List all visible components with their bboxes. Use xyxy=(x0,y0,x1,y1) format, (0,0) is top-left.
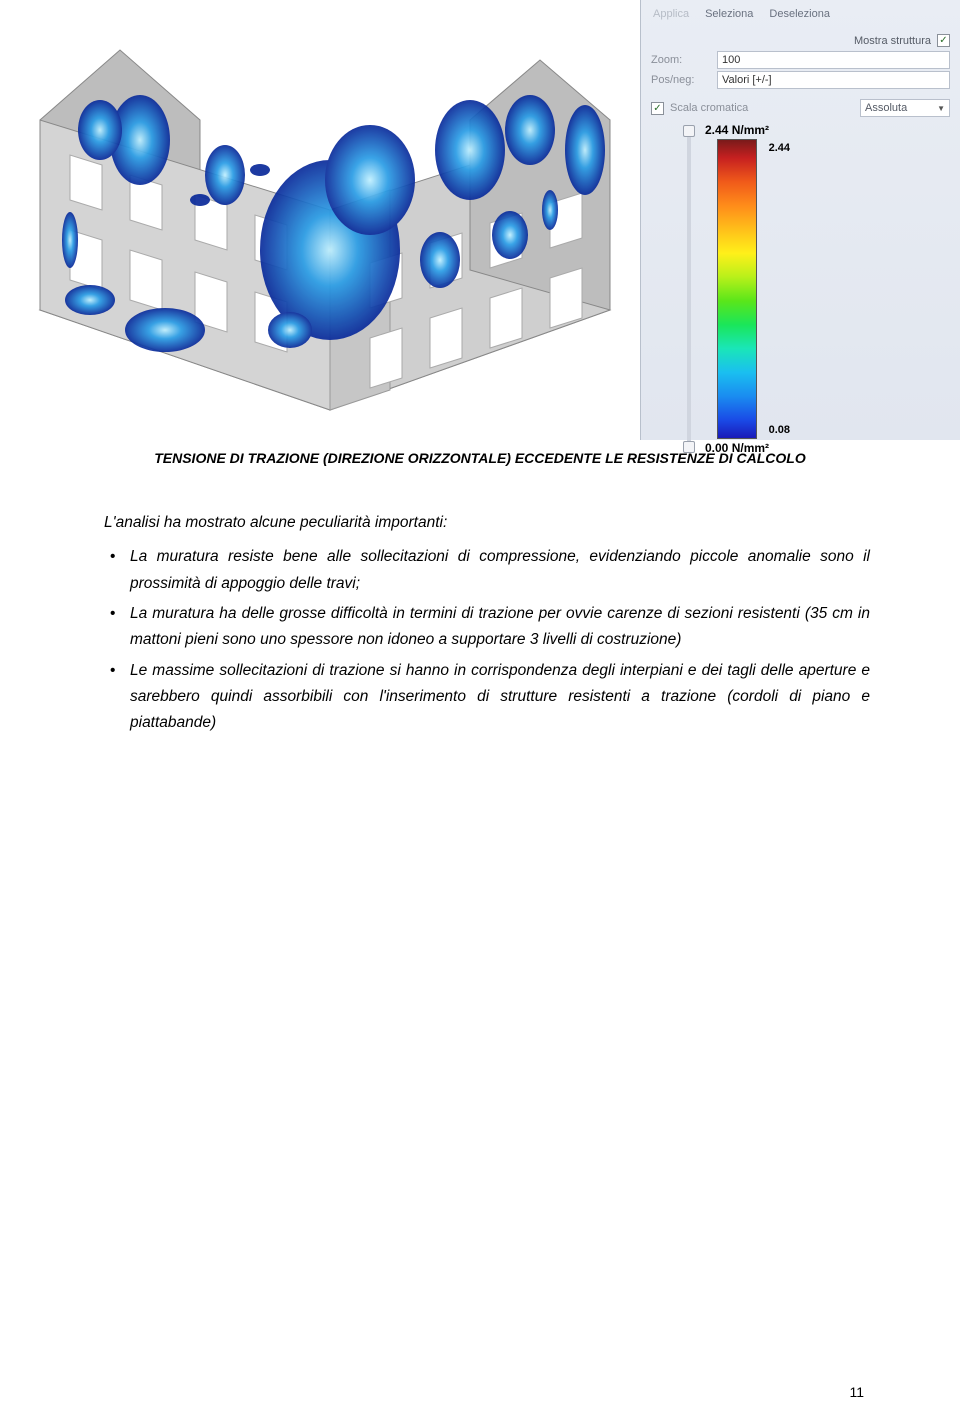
color-scale-area: 2.44 N/mm² 2.44 0.08 0.00 N/mm² xyxy=(651,123,950,455)
colorbar: 2.44 0.08 xyxy=(717,139,757,439)
mostra-struttura-label: Mostra struttura xyxy=(854,35,931,47)
mostra-struttura-checkbox[interactable]: ✓ xyxy=(937,34,950,47)
body-text: L'analisi ha mostrato alcune peculiarità… xyxy=(104,510,870,741)
deseleziona-button[interactable]: Deseleziona xyxy=(769,8,830,20)
slider-thumb-top[interactable] xyxy=(683,125,695,137)
seleziona-button[interactable]: Seleziona xyxy=(705,8,753,20)
top-area: Applica Seleziona Deseleziona Mostra str… xyxy=(0,0,960,440)
scala-checkbox[interactable]: ✓ xyxy=(651,102,664,115)
scale-slider-top[interactable] xyxy=(687,127,691,451)
building-3d-render xyxy=(30,10,620,420)
bullet-item: La muratura ha delle grosse difficoltà i… xyxy=(130,601,870,654)
scala-label: Scala cromatica xyxy=(670,102,860,114)
bullet-item: La muratura resiste bene alle sollecitaz… xyxy=(130,544,870,597)
visualization-viewport[interactable] xyxy=(0,0,638,430)
bullet-item: Le massime sollecitazioni di trazione si… xyxy=(130,658,870,737)
colorbar-bottom-value: 0.08 xyxy=(769,424,790,436)
caret-down-icon: ▼ xyxy=(937,104,945,113)
scala-select[interactable]: Assoluta ▼ xyxy=(860,99,950,117)
figure-caption: TENSIONE DI TRAZIONE (DIREZIONE ORIZZONT… xyxy=(70,450,890,466)
page-number: 11 xyxy=(849,1384,864,1400)
intro-paragraph: L'analisi ha mostrato alcune peculiarità… xyxy=(104,510,870,536)
control-panel: Applica Seleziona Deseleziona Mostra str… xyxy=(640,0,960,440)
bullet-list: La muratura resiste bene alle sollecitaz… xyxy=(104,544,870,736)
posneg-label: Pos/neg: xyxy=(651,74,717,86)
posneg-input[interactable] xyxy=(717,71,950,89)
scale-max-label: 2.44 N/mm² xyxy=(705,123,769,137)
applica-button[interactable]: Applica xyxy=(653,8,689,20)
panel-topbar: Applica Seleziona Deseleziona xyxy=(651,6,950,26)
scala-select-value: Assoluta xyxy=(865,102,907,114)
zoom-input[interactable] xyxy=(717,51,950,69)
zoom-label: Zoom: xyxy=(651,54,717,66)
colorbar-top-value: 2.44 xyxy=(769,142,790,154)
